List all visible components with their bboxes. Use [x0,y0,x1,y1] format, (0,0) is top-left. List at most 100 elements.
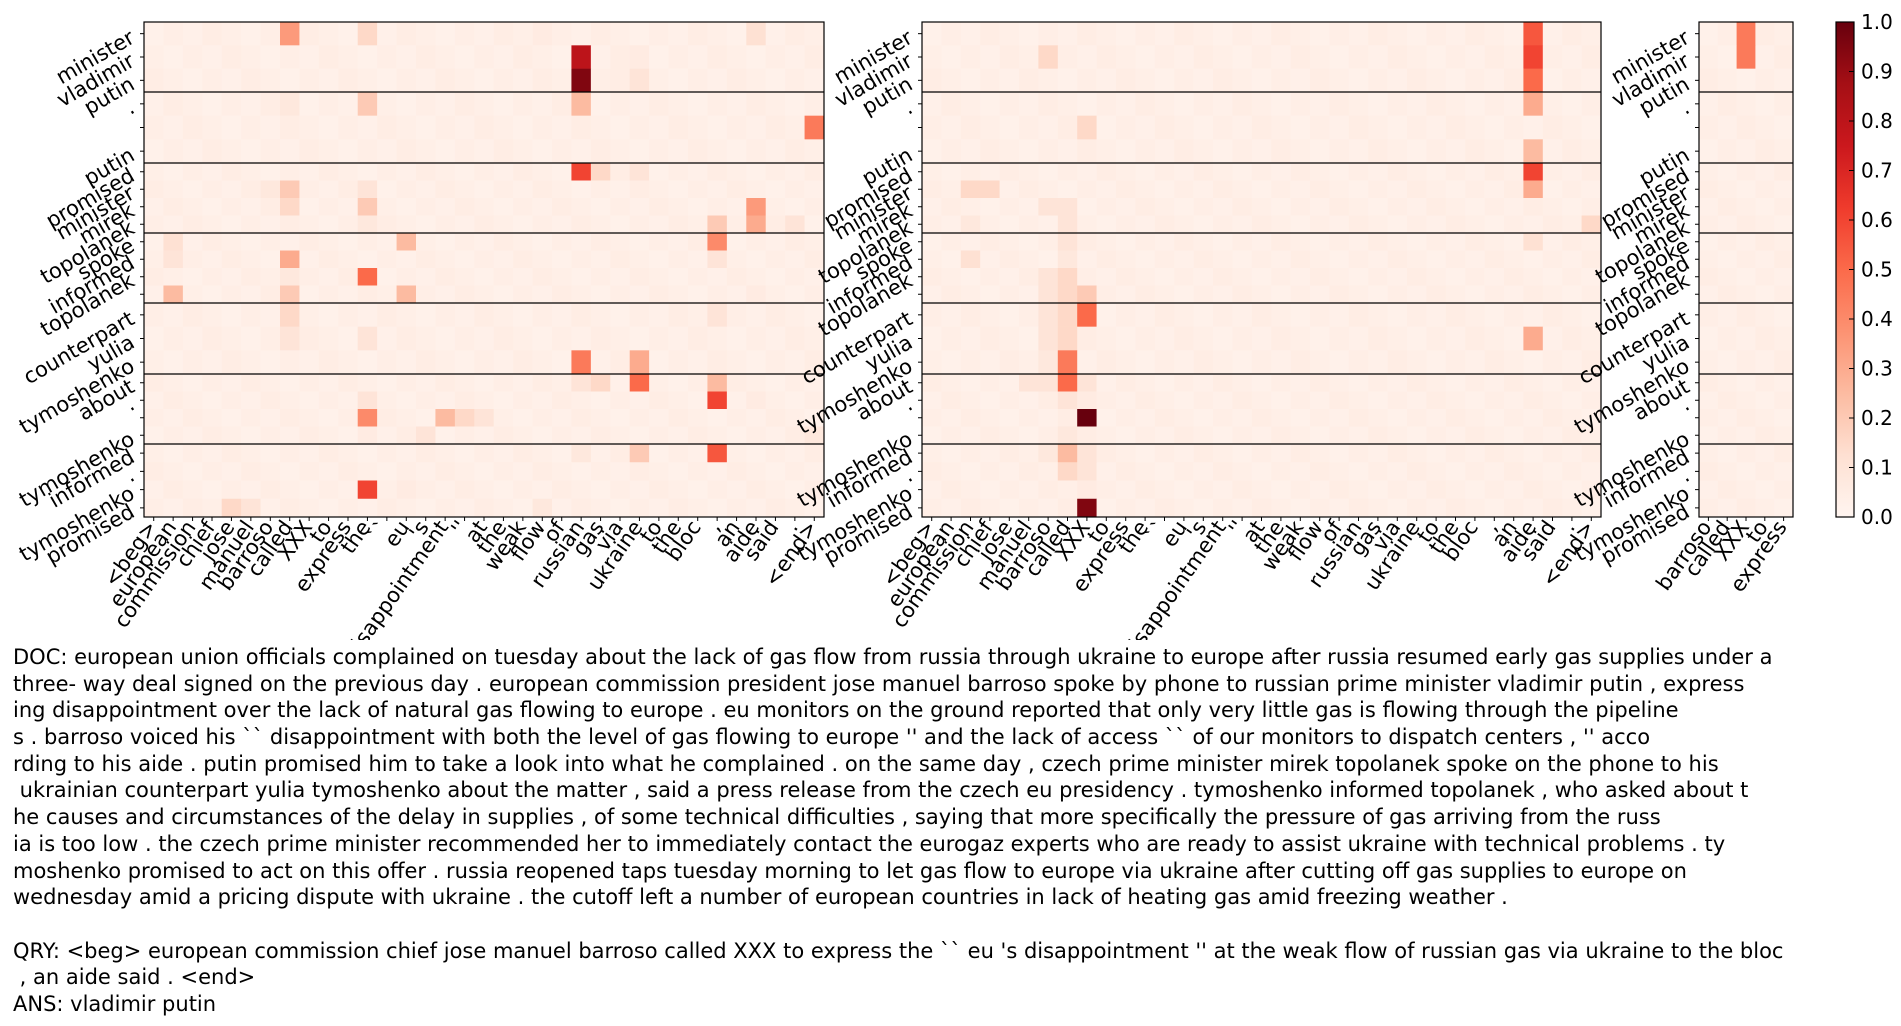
heatmap-cell [1348,498,1369,518]
heatmap-cell [746,350,767,375]
heatmap-cell [1407,92,1427,116]
heatmap-cell [1193,233,1214,251]
heatmap-cell [493,444,514,463]
heatmap-cell [1774,233,1794,251]
heatmap-cell [765,215,786,234]
heatmap-cell [318,139,339,164]
heatmap-cell [416,233,436,251]
heatmap-cell [1562,374,1582,392]
heatmap-cell [765,480,786,500]
heatmap-cell [1096,92,1117,116]
heatmap-cell [182,250,203,269]
heatmap-cell [435,45,456,69]
heatmap-cell [144,374,164,392]
heatmap-cell [318,68,339,93]
heatmap-cell [318,426,339,445]
heatmap-cell [144,22,164,46]
heatmap-cell [1504,22,1524,46]
heatmap-cell [1581,350,1602,375]
heatmap-cell [338,444,359,463]
heatmap-cell [980,180,1000,199]
heatmap-cell [1348,198,1369,216]
heatmap-cell [649,426,669,445]
heatmap-cell [1116,115,1136,140]
heatmap-cell [318,22,339,46]
heatmap-cell [1174,462,1194,481]
heatmap-cell [241,268,261,286]
heatmap-cell [610,303,631,327]
heatmap-cell [1077,250,1097,269]
heatmap-cell [785,426,805,445]
heatmap-cell [280,409,300,427]
heatmap-cell [532,22,553,46]
heatmap-cell [1096,350,1117,375]
heatmap-cell [435,303,456,327]
heatmap-cell [1445,498,1466,518]
heatmap-cell [1504,250,1524,269]
heatmap-cell [1019,444,1039,463]
heatmap-cell [260,374,281,392]
heatmap-cell [1504,198,1524,216]
heatmap-cell [610,22,631,46]
heatmap-cell [1174,163,1194,181]
heatmap-cell [1135,139,1156,164]
heatmap-cell [1368,268,1388,286]
heatmap-cell [144,285,164,304]
heatmap-cell [221,180,242,199]
heatmap-cell [396,391,417,410]
heatmap-cell [707,480,728,500]
heatmap-cell [260,215,281,234]
heatmap-cell [1077,68,1097,93]
heatmap-cell [726,391,747,410]
heatmap-cell [1699,268,1719,286]
heatmap-cell [260,198,281,216]
heatmap-cell [590,198,611,216]
heatmap-cell [1329,180,1350,199]
heatmap-cell [629,22,650,46]
heatmap-cell [221,45,242,69]
heatmap-cell [144,233,164,251]
heatmap-cell [280,68,300,93]
heatmap-cell [1484,498,1505,518]
heatmap-cell [726,374,747,392]
heatmap-cell [1135,198,1156,216]
heatmap-cell [960,498,981,518]
heatmap-cell [668,498,689,518]
heatmap-cell [318,480,339,500]
heatmap-cell [688,498,708,518]
heatmap-cell [590,374,611,392]
heatmap-cell [1174,480,1194,500]
heatmap-cell [299,426,320,445]
heatmap-cell [1057,68,1078,93]
heatmap-cell [241,233,261,251]
heatmap-cell [1038,462,1059,481]
heatmap-cell [299,268,320,286]
heatmap-cell [1271,68,1291,93]
heatmap-cell [513,498,533,518]
heatmap-cell [804,92,825,116]
heatmap-cell [221,22,242,46]
heatmap-cell [1484,233,1505,251]
heatmap-cell [318,198,339,216]
heatmap-cell [1562,22,1582,46]
heatmap-cell [1581,303,1602,327]
heatmap-cell [726,198,747,216]
heatmap-cell [221,303,242,327]
heatmap-cell [688,180,708,199]
heatmap-cell [357,480,378,500]
heatmap-cell [357,215,378,234]
heatmap-cell [746,285,767,304]
heatmap-cell [629,409,650,427]
heatmap-cell [999,498,1020,518]
heatmap-cell [1213,426,1233,445]
heatmap-cell [1135,480,1156,500]
heatmap-cell [1484,68,1505,93]
heatmap-cell [416,198,436,216]
heatmap-cell [1019,285,1039,304]
heatmap-cell [454,163,475,181]
heatmap-cell [144,480,164,500]
heatmap-cell [474,45,495,69]
heatmap-cell [1445,409,1466,427]
heatmap-cell [474,303,495,327]
heatmap-cell [804,498,825,518]
